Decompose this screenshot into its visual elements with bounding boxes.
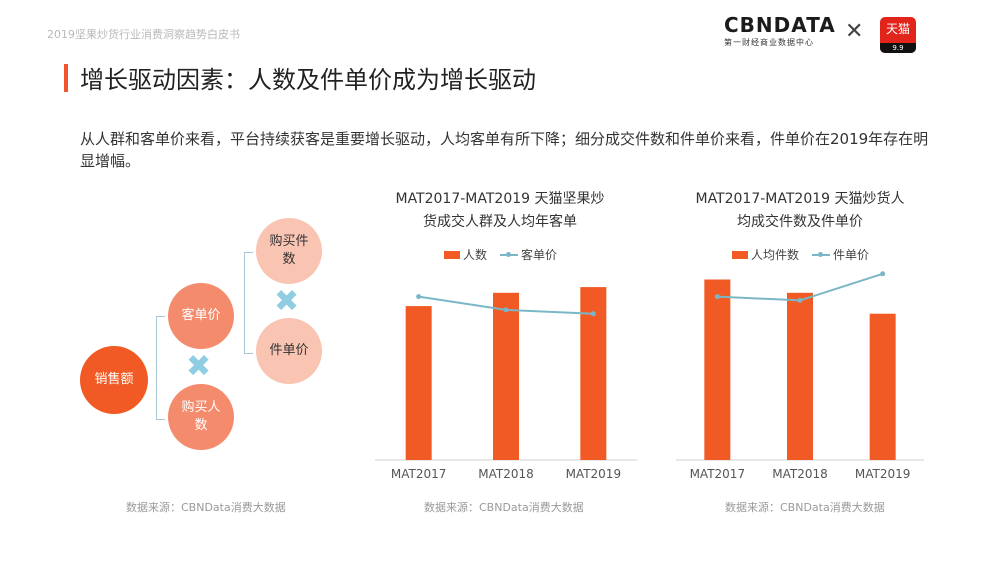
- chart1-xtick-MAT2019: MAT2019: [566, 467, 622, 481]
- bracket-left: [156, 316, 165, 420]
- chart1-legend-bar-label: 人数: [463, 248, 488, 262]
- chart2-legend-bar-swatch: [732, 251, 748, 259]
- chart2-bar-MAT2017: [704, 279, 731, 460]
- chart1-source: 数据来源：CBNData消费大数据: [424, 501, 584, 514]
- chart1-plot: MAT2017 MAT2018 MAT2019: [375, 287, 637, 481]
- chart2-title: MAT2017-MAT2019 天猫炒货人 均成交件数及件单价: [660, 188, 940, 234]
- chart1-title: MAT2017-MAT2019 天猫坚果炒 货成交人群及人均年客单: [360, 188, 640, 234]
- chart1-line-point-MAT2017: [416, 294, 422, 300]
- page-title: 增长驱动因素：人数及件单价成为增长驱动: [80, 66, 536, 94]
- bubble-buyers: 购买人数: [168, 384, 234, 450]
- chart1-xtick-MAT2018: MAT2018: [478, 467, 534, 481]
- bubble-buyers-label: 购买人数: [181, 400, 221, 433]
- chart1-title-line1: MAT2017-MAT2019 天猫坚果炒: [395, 191, 605, 207]
- chart2-xtick-MAT2018: MAT2018: [772, 467, 828, 481]
- chart2-title-line2: 均成交件数及件单价: [737, 214, 863, 230]
- bubble-unit-price-label: 客单价: [181, 308, 221, 323]
- multiply-icon-left: ✖: [186, 349, 212, 384]
- bubble-price-per-item-label: 件单价: [269, 343, 309, 358]
- chart1-line-point-MAT2019: [590, 311, 596, 317]
- chart2-xtick-MAT2019: MAT2019: [855, 467, 911, 481]
- chart2-legend-line-label: 件单价: [833, 248, 870, 262]
- bubble-items-label: 购买件数: [269, 234, 309, 267]
- chart2-xtick-MAT2017: MAT2017: [690, 467, 746, 481]
- chart2-line-point-MAT2017: [714, 294, 720, 300]
- bubble-price-per-item: 件单价: [256, 318, 322, 384]
- chart1-xtick-MAT2017: MAT2017: [391, 467, 447, 481]
- multiply-icon-right: ✖: [274, 284, 300, 319]
- chart2-legend-line-dot: [818, 252, 823, 257]
- logo-subtext: 第一财经商业数据中心: [724, 38, 814, 47]
- chart2-bar-MAT2018: [787, 292, 813, 460]
- title-accent-bar: [64, 64, 68, 92]
- bracket-right: [244, 252, 253, 354]
- chart1-title-line2: 货成交人群及人均年客单: [423, 214, 577, 230]
- intro-paragraph: 从人群和客单价来看，平台持续获客是重要增长驱动，人均客单有所下降；细分成交件数和…: [80, 130, 929, 170]
- chart1-legend-line-label: 客单价: [521, 248, 558, 262]
- chart2-line-point-MAT2019: [880, 271, 886, 277]
- tmall-logo-text: 天猫: [885, 22, 910, 36]
- chart1-legend-bar-swatch: [444, 251, 460, 259]
- logo-text: CBNDATA: [724, 13, 836, 37]
- collab-x-icon: ✕: [845, 19, 864, 44]
- diagram-source: 数据来源：CBNData消费大数据: [126, 501, 286, 514]
- bubble-items-bought: 购买件数: [256, 218, 322, 284]
- chart1-bar-MAT2017: [405, 306, 432, 460]
- chart2-legend-bar-label: 人均件数: [751, 248, 800, 262]
- tmall-logo: 天猫 9.9: [880, 17, 916, 53]
- chart1-legend-line-dot: [506, 252, 511, 257]
- chart2-title-line1: MAT2017-MAT2019 天猫炒货人: [695, 191, 905, 207]
- report-subtitle: 2019坚果炒货行业消费洞察趋势白皮书: [47, 28, 240, 41]
- chart1-bar-MAT2018: [493, 292, 519, 460]
- chart2-plot: MAT2017 MAT2018 MAT2019: [676, 271, 924, 481]
- bubble-sales-label: 销售额: [94, 372, 134, 387]
- chart1-line-point-MAT2018: [503, 307, 509, 313]
- bubble-unit-price-per-customer: 客单价: [168, 283, 234, 349]
- bubble-sales: 销售额: [80, 346, 148, 414]
- tmall-logo-sub: 9.9: [880, 43, 916, 53]
- chart2-source: 数据来源：CBNData消费大数据: [725, 501, 885, 514]
- cbndata-logo: CBNDATA 第一财经商业数据中心: [724, 13, 836, 54]
- chart2-line-point-MAT2018: [797, 297, 803, 303]
- chart2-bar-MAT2019: [869, 313, 896, 460]
